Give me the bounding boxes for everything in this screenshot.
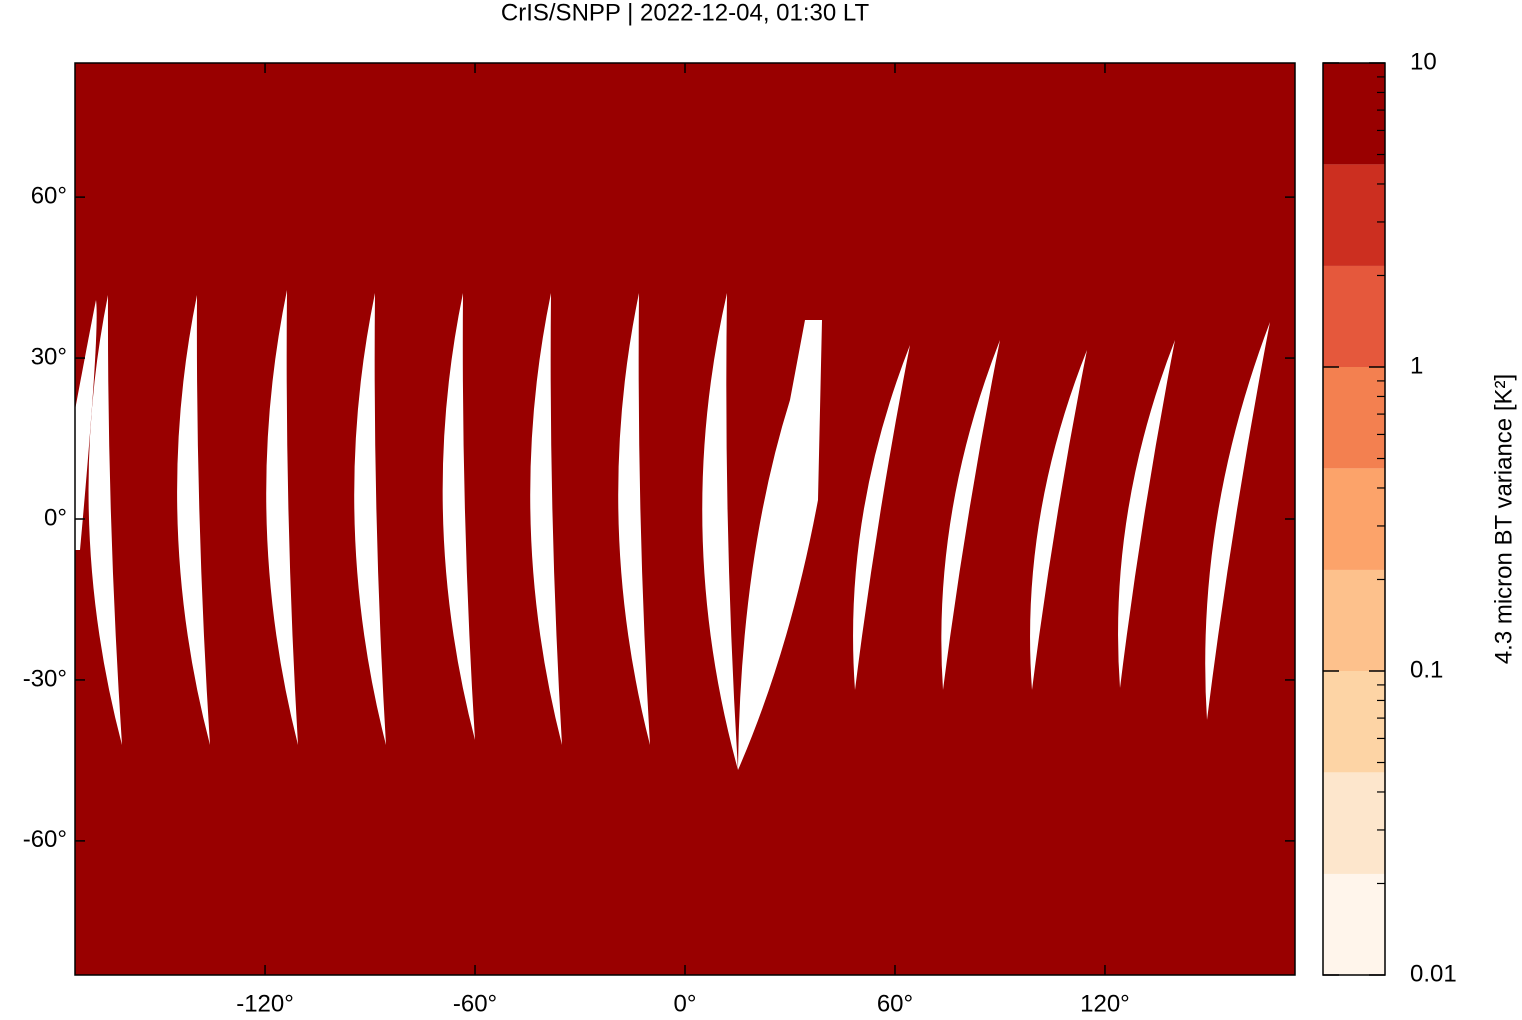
colorbar-band	[1323, 772, 1385, 874]
colorbar-tick-label: 0.1	[1410, 656, 1443, 683]
swath-gap	[702, 293, 738, 770]
swath-gap	[618, 293, 650, 745]
data-field	[75, 63, 1295, 975]
x-tick-label: 0°	[674, 990, 697, 1017]
swath-gap	[853, 345, 910, 690]
colorbar-label: 4.3 micron BT variance [K²]	[1490, 374, 1517, 664]
swath-gap	[1205, 322, 1270, 720]
x-tick-label: -120°	[236, 990, 294, 1017]
x-tick-label: 60°	[877, 990, 913, 1017]
swath-gap	[177, 295, 210, 745]
swath-gap	[354, 293, 386, 745]
colorbar-tick-label: 10	[1410, 48, 1437, 75]
colorbar-band	[1323, 873, 1385, 975]
colorbar-band	[1323, 569, 1385, 671]
colorbar-tick-label: 0.01	[1410, 960, 1457, 987]
swath-gap	[941, 340, 1000, 690]
colorbar-band	[1323, 367, 1385, 469]
colorbar-frame	[1322, 62, 1386, 976]
swath-gap	[530, 293, 562, 745]
swath-gap	[75, 300, 97, 550]
colorbar-band	[1323, 468, 1385, 570]
swath-gap	[266, 290, 298, 745]
swath-gap	[738, 320, 822, 770]
colorbar-band	[1323, 63, 1385, 165]
y-tick-label: 0°	[44, 504, 67, 531]
swath-gap	[1030, 350, 1087, 690]
y-tick-label: 60°	[31, 182, 67, 209]
x-tick-label: -60°	[453, 990, 497, 1017]
y-tick-label: 30°	[31, 343, 67, 370]
chart-title: CrIS/SNPP | 2022-12-04, 01:30 LT	[501, 0, 870, 26]
swath-gap	[1118, 340, 1175, 688]
colorbar-band	[1323, 164, 1385, 266]
swath-gap	[88, 295, 122, 745]
colorbar-band	[1323, 265, 1385, 367]
y-tick-label: -60°	[23, 826, 67, 853]
x-tick-label: 120°	[1080, 990, 1130, 1017]
swath-gaps	[75, 290, 1270, 770]
y-tick-label: -30°	[23, 665, 67, 692]
colorbar-band	[1323, 671, 1385, 773]
colorbar-tick-label: 1	[1410, 352, 1423, 379]
swath-gap	[442, 293, 475, 740]
